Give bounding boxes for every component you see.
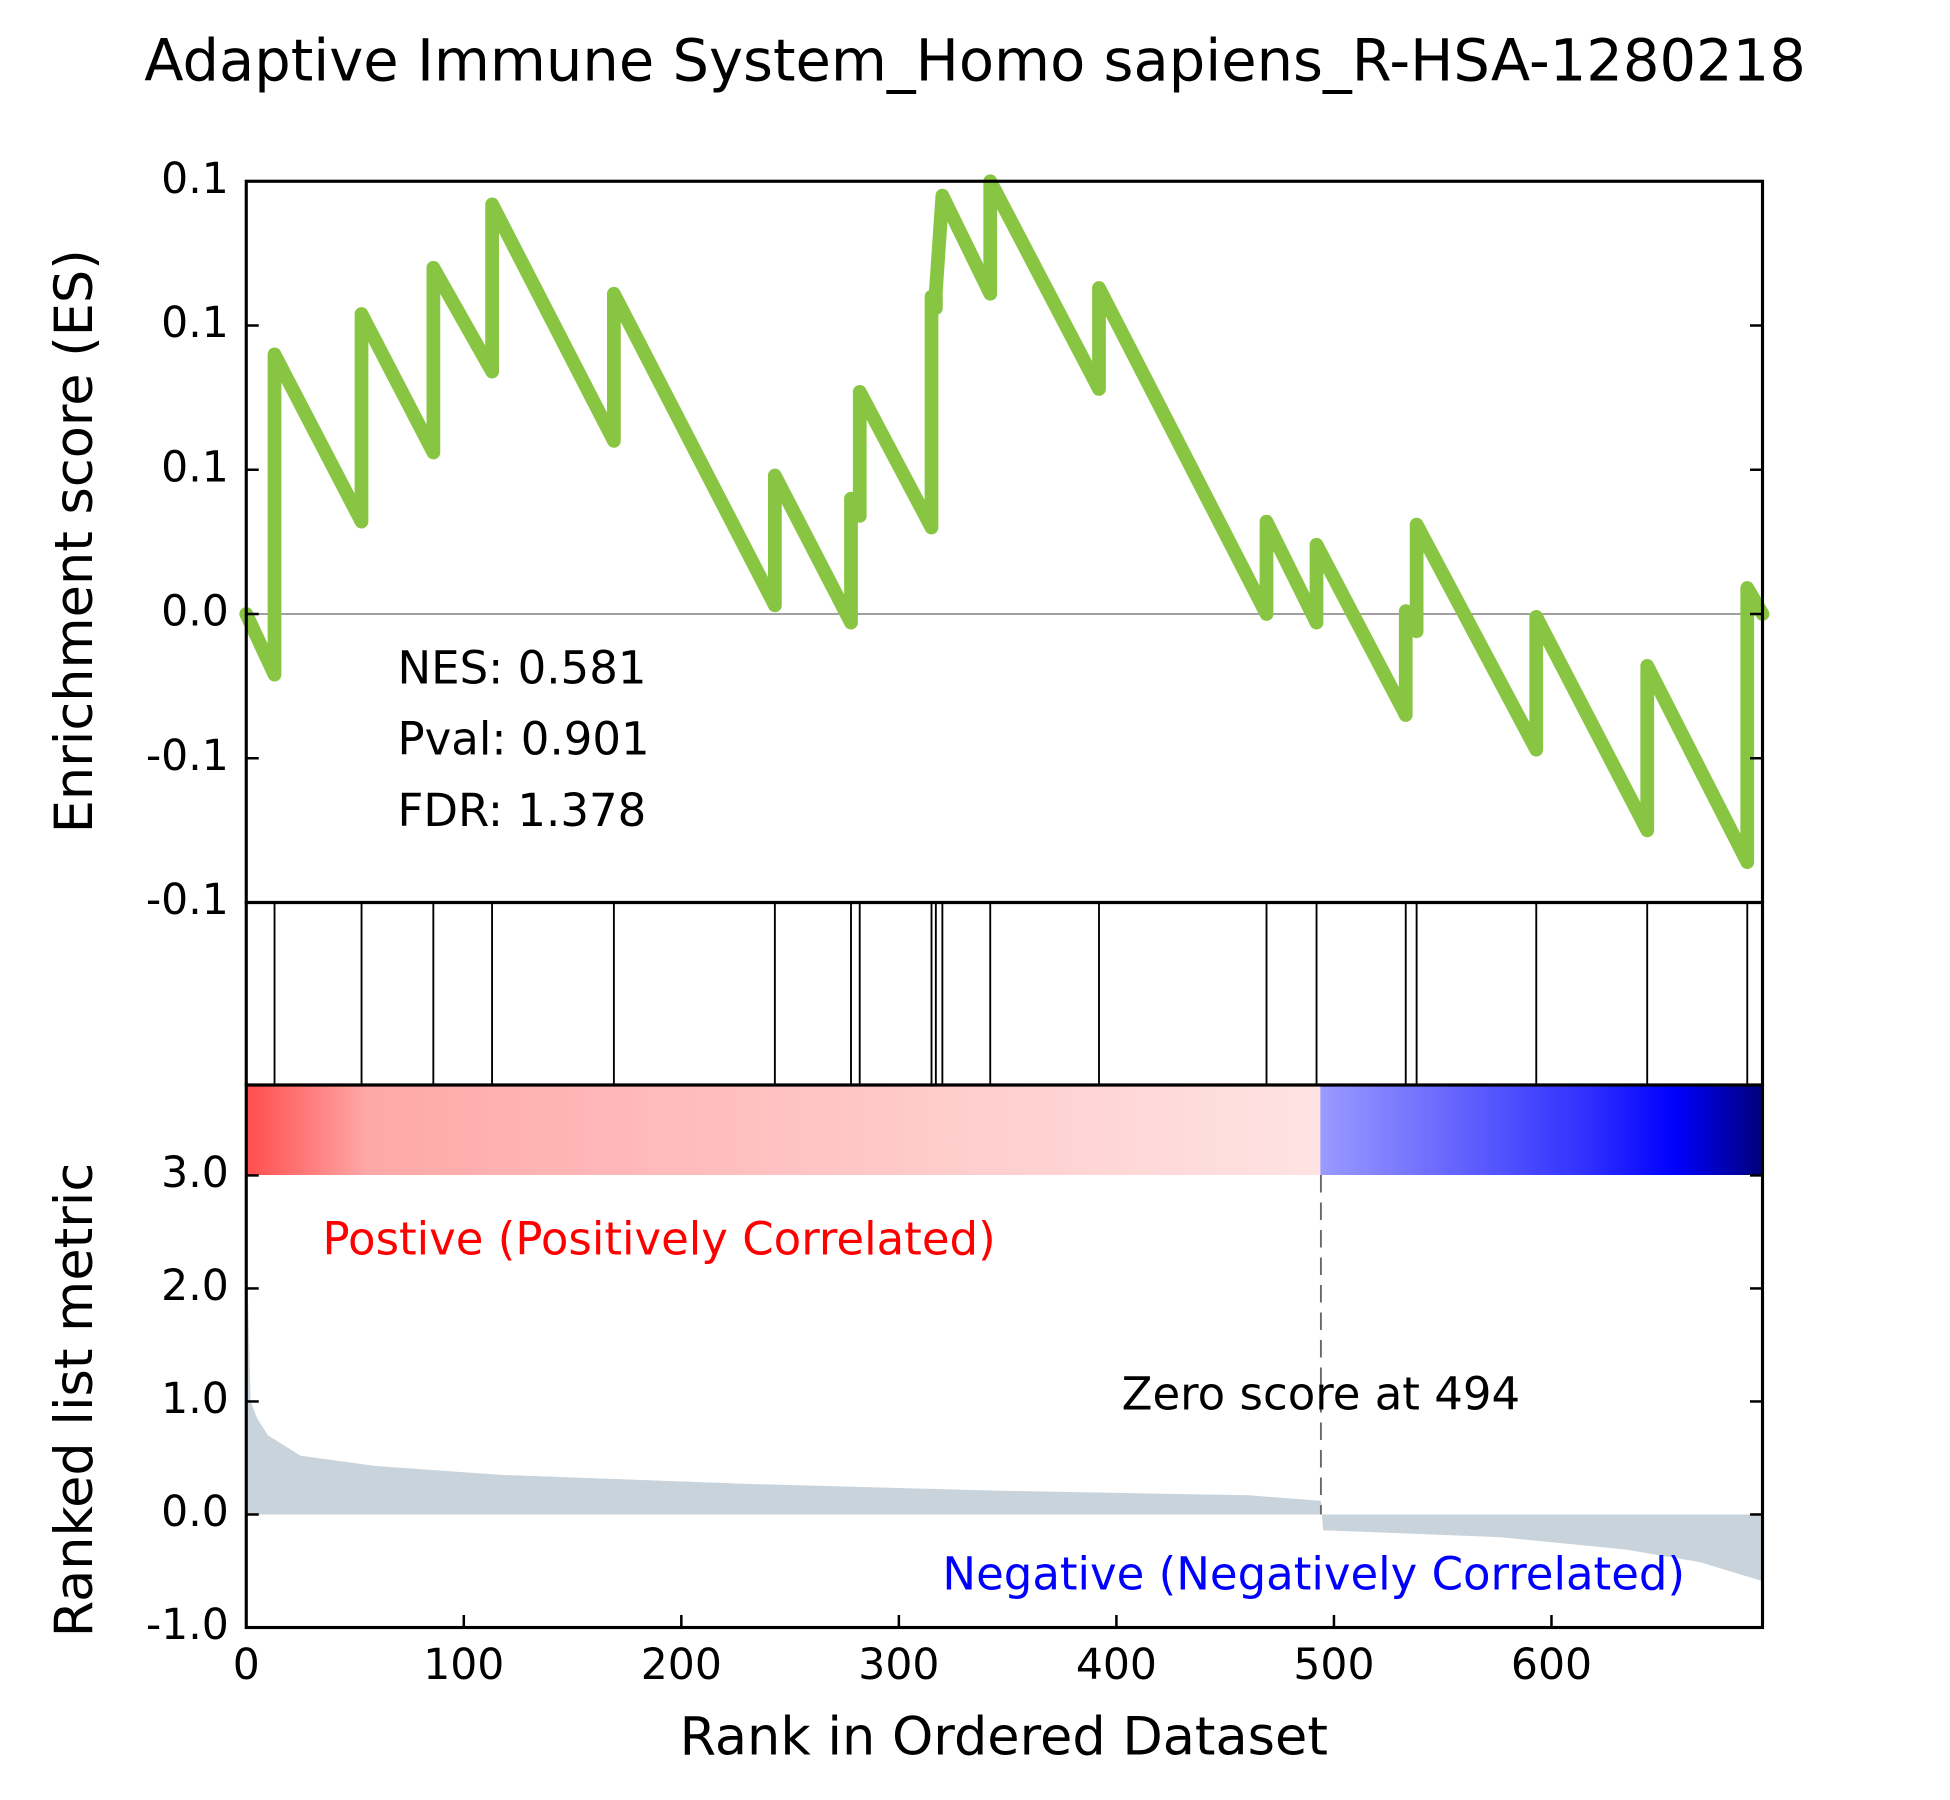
x-tick-label: 400: [1076, 1641, 1157, 1690]
y-tick-label: 0.0: [161, 588, 229, 637]
zero-annotation: Zero score at 494: [1122, 1368, 1521, 1421]
stat-annotation: Pval: 0.901: [398, 713, 650, 766]
y-tick-label: 1.0: [161, 1375, 229, 1424]
x-tick-label: 0: [233, 1641, 260, 1690]
x-tick-label: 500: [1293, 1641, 1374, 1690]
x-axis-label: Rank in Ordered Dataset: [680, 1707, 1328, 1768]
y-axis-label: Ranked list metric: [44, 1163, 105, 1637]
x-tick-label: 100: [423, 1641, 504, 1690]
hits-frame: [244, 900, 1765, 1087]
y-tick-label: 0.0: [161, 1488, 229, 1537]
y-tick-label: 0.1: [161, 443, 229, 492]
stat-annotation: FDR: 1.378: [398, 784, 647, 837]
y-tick-label: -0.1: [146, 732, 229, 781]
y-tick-label: 0.1: [161, 299, 229, 348]
chart-title: Adaptive Immune System_Homo sapiens_R-HS…: [144, 28, 1806, 95]
x-tick-label: 200: [641, 1641, 722, 1690]
stat-annotation: NES: 0.581: [398, 641, 647, 694]
x-tick-label: 300: [858, 1641, 939, 1690]
es-line: [239, 174, 1770, 869]
y-tick-label: 0.1: [161, 155, 229, 204]
y-axis-label: Enrichment score (ES): [44, 249, 105, 833]
positive-label: Postive (Positively Correlated): [323, 1213, 996, 1266]
y-tick-label: 2.0: [161, 1262, 229, 1311]
metric-frame: [244, 1083, 1765, 1630]
y-tick-label: -0.1: [146, 876, 229, 925]
negative-label: Negative (Negatively Correlated): [942, 1548, 1685, 1601]
y-tick-label: 3.0: [161, 1149, 229, 1198]
y-tick-label: -1.0: [146, 1601, 229, 1650]
rank-colorbar: [246, 1085, 1763, 1175]
x-tick-label: 600: [1511, 1641, 1592, 1690]
metric-area: [246, 1231, 1763, 1582]
